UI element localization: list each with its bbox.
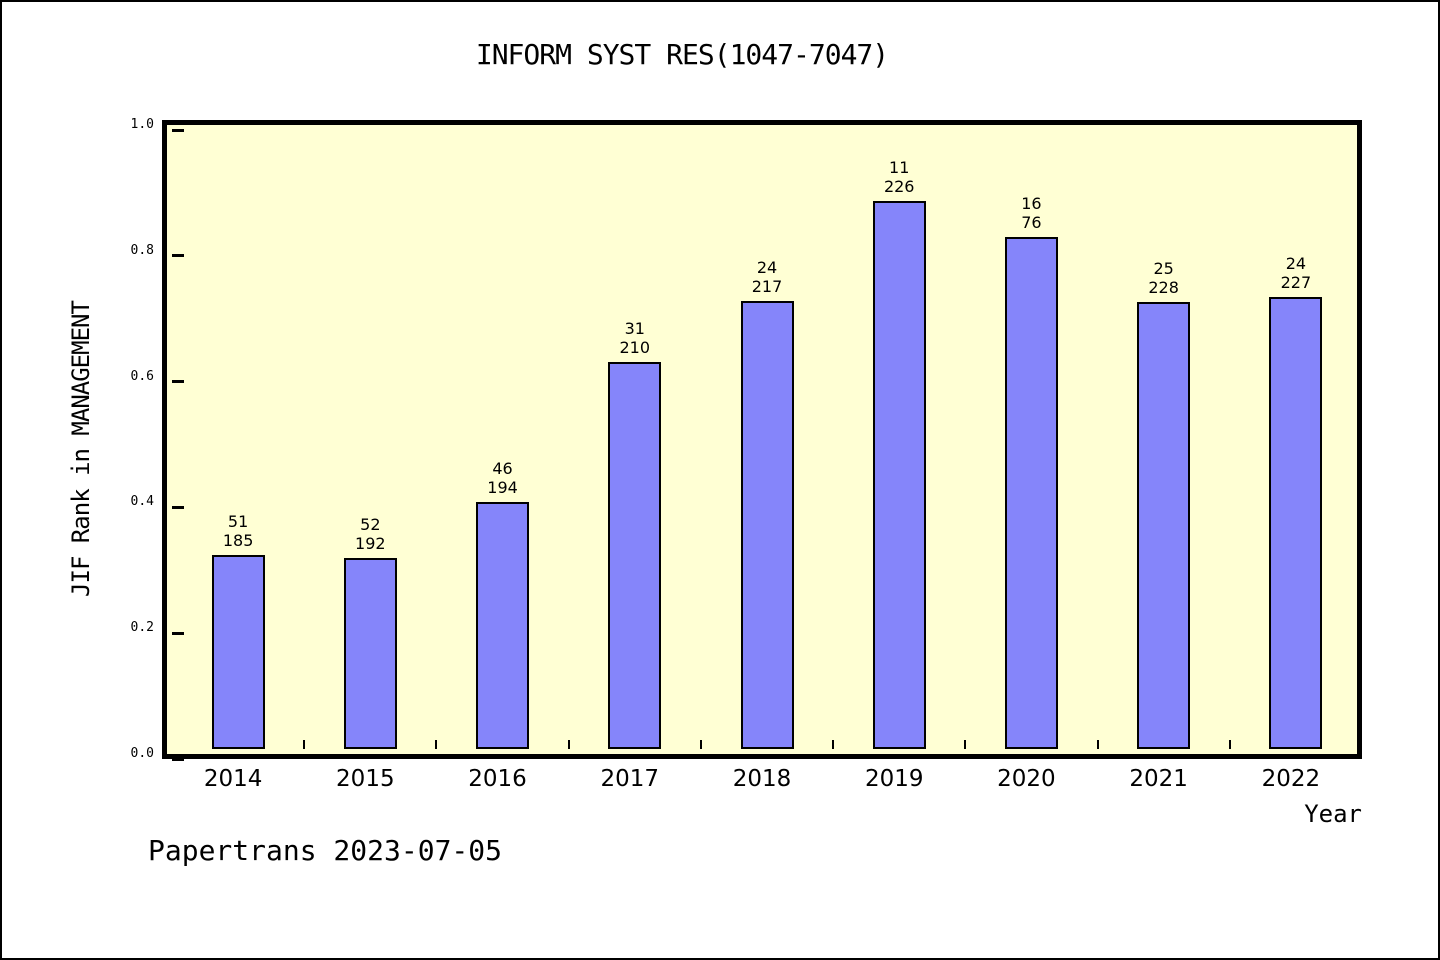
bar-value-label: 46 194 xyxy=(458,459,548,497)
x-tick-label-2016: 2016 xyxy=(468,766,527,792)
bar-total-value: 227 xyxy=(1280,273,1312,292)
bar-value-label: 25 228 xyxy=(1119,259,1209,297)
bar-2018 xyxy=(740,301,794,749)
y-tick xyxy=(172,128,184,132)
bar-total-value: 194 xyxy=(487,478,518,497)
bar-value-label: 16 76 xyxy=(986,194,1076,232)
bar-2020 xyxy=(1004,237,1058,749)
bar-2015 xyxy=(343,558,397,749)
bar-value-label: 11 226 xyxy=(854,158,944,196)
x-minor-tick xyxy=(699,740,702,749)
bar-rank-value: 51 xyxy=(227,512,249,531)
x-tick-label-2014: 2014 xyxy=(203,766,263,792)
x-minor-tick xyxy=(1096,740,1099,749)
x-tick-label-2019: 2019 xyxy=(864,766,924,792)
y-tick-label-0.4: 0.4 xyxy=(130,494,154,510)
bar-rank-value: 24 xyxy=(756,258,778,277)
bar-total-value: 210 xyxy=(619,338,651,357)
x-tick-label-2015: 2015 xyxy=(336,766,395,792)
y-tick xyxy=(172,757,184,761)
bar-2014 xyxy=(211,555,265,749)
bar-total-value: 228 xyxy=(1148,278,1179,297)
footer-watermark: Papertrans 2023-07-05 xyxy=(148,834,503,867)
bar-total-value: 76 xyxy=(1021,213,1042,232)
bar-rank-value: 46 xyxy=(492,459,513,478)
bar-rank-value: 25 xyxy=(1153,259,1174,278)
x-minor-tick xyxy=(1228,740,1231,749)
x-tick-label-2021: 2021 xyxy=(1129,766,1188,792)
bar-rank-value: 11 xyxy=(889,158,910,177)
bar-2021 xyxy=(1137,302,1191,749)
x-minor-tick xyxy=(567,740,570,749)
bar-value-label: 31 210 xyxy=(590,319,680,357)
bar-total-value: 185 xyxy=(222,531,254,550)
x-minor-tick xyxy=(303,740,306,749)
bar-value-label: 24 227 xyxy=(1251,254,1341,292)
bar-total-value: 217 xyxy=(751,277,783,296)
bar-rank-value: 24 xyxy=(1285,254,1307,273)
y-tick xyxy=(172,505,184,509)
x-minor-tick xyxy=(435,740,438,749)
bar-2016 xyxy=(476,502,530,749)
x-tick-label-2018: 2018 xyxy=(732,766,792,792)
y-tick xyxy=(172,631,184,635)
bar-rank-value: 31 xyxy=(624,319,645,338)
y-tick-label-0.8: 0.8 xyxy=(130,242,154,258)
bar-2019 xyxy=(872,201,926,749)
y-tick xyxy=(172,254,184,258)
plot-inner: 51 185 52 192 46 194 31 210 24 217 11 226 16 76 25 228 2… xyxy=(172,128,1352,761)
x-tick-label-2022: 2022 xyxy=(1261,766,1321,792)
x-tick-label-2020: 2020 xyxy=(997,766,1056,792)
bar-total-value: 226 xyxy=(883,177,915,196)
x-minor-tick xyxy=(832,740,835,749)
bar-value-label: 24 217 xyxy=(722,258,812,296)
bar-value-label: 51 185 xyxy=(193,512,283,550)
plot-area: 51 185 52 192 46 194 31 210 24 217 11 226 16 76 25 228 2… xyxy=(162,120,1362,761)
x-axis-title: Year xyxy=(1304,800,1362,828)
y-tick-label-1.0: 1.0 xyxy=(130,117,154,132)
y-axis-title: JIF Rank in MANAGEMENT xyxy=(67,301,95,597)
y-tick xyxy=(172,380,184,384)
x-tick-label-2017: 2017 xyxy=(600,766,660,792)
x-minor-tick xyxy=(964,740,967,749)
bar-total-value: 192 xyxy=(355,534,386,553)
y-tick-label-0.0: 0.0 xyxy=(130,746,154,761)
bar-2017 xyxy=(608,362,662,749)
bar-2022 xyxy=(1269,297,1323,749)
bar-value-label: 52 192 xyxy=(325,515,415,553)
bar-rank-value: 52 xyxy=(360,515,381,534)
y-tick-label-0.6: 0.6 xyxy=(130,368,154,384)
bar-rank-value: 16 xyxy=(1021,194,1042,213)
chart-title: INFORM SYST RES(1047-7047) xyxy=(475,38,889,71)
y-tick-label-0.2: 0.2 xyxy=(130,620,154,636)
